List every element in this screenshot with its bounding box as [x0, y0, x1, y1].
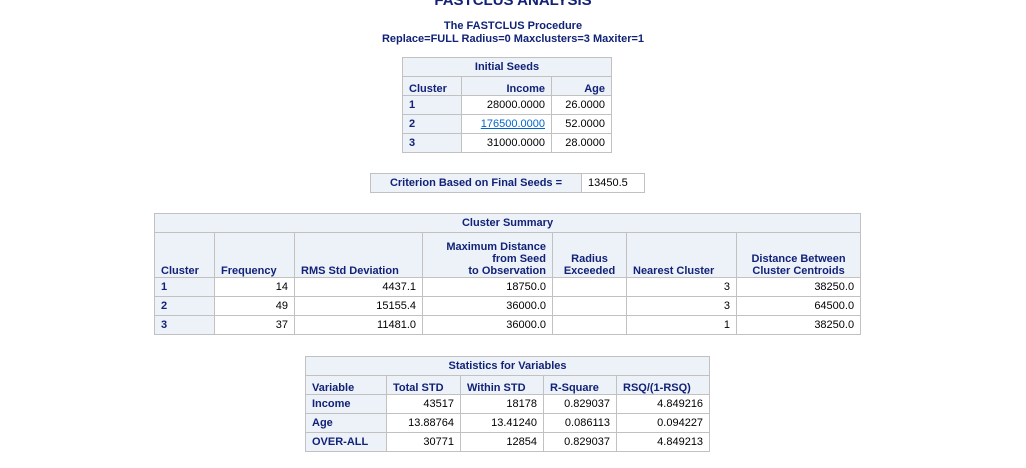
data-row: 3 37 11481.0 36000.0 1 38250.0	[154, 315, 862, 335]
column-header: Cluster	[402, 76, 462, 96]
cell: 0.094227	[615, 413, 711, 433]
cell: 28000.0000	[461, 95, 552, 115]
cluster-summary-table: Cluster Summary Cluster Frequency RMS Std D…	[153, 213, 862, 335]
header-row: Variable Total STD Within STD R-Square RSQ/(…	[305, 375, 711, 395]
row-header: 2	[402, 114, 462, 134]
cell: 12854	[460, 432, 544, 452]
empty-cell	[552, 277, 627, 297]
column-header: Cluster	[154, 232, 215, 278]
column-header: Total STD	[386, 375, 461, 395]
criterion-label: Criterion Based on Final Seeds =	[370, 173, 582, 193]
data-row: OVER-ALL 30771 12854 0.829037 4.849213	[305, 432, 711, 452]
data-row: 2 49 15155.4 36000.0 3 64500.0	[154, 296, 862, 316]
table-caption: Initial Seeds	[402, 57, 612, 77]
criterion-table: Criterion Based on Final Seeds = 13450.5	[370, 173, 645, 193]
row-header: Age	[305, 413, 387, 433]
cell: 26.0000	[551, 95, 612, 115]
cell: 49	[214, 296, 295, 316]
cell: 13.41240	[460, 413, 544, 433]
data-row: 1 28000.0000 26.0000	[402, 95, 612, 115]
cell: 15155.4	[294, 296, 423, 316]
cell: 36000.0	[422, 315, 553, 335]
cell: 13.88764	[386, 413, 461, 433]
cell: 37	[214, 315, 295, 335]
cell: 0.829037	[543, 394, 617, 414]
cell: 38250.0	[735, 277, 862, 297]
cell: 4.849216	[615, 394, 711, 414]
row-header: 1	[402, 95, 462, 115]
cell: 43517	[386, 394, 461, 414]
column-header: Maximum Distance from Seed to Observatio…	[422, 232, 553, 278]
cell: 3	[626, 277, 737, 297]
cell: 36000.0	[422, 296, 553, 316]
title: FASTCLUS ANALYSIS	[434, 0, 592, 9]
column-header: RSQ/(1-RSQ)	[615, 375, 711, 395]
data-row: 2 176500.0000 52.0000	[402, 114, 612, 134]
cell: 3	[626, 296, 737, 316]
caption-row: Cluster Summary	[153, 213, 862, 233]
cell: 30771	[386, 432, 461, 452]
cell: 0.086113	[543, 413, 617, 433]
cell: 18750.0	[422, 277, 553, 297]
column-header: RMS Std Deviation	[294, 232, 423, 278]
subtitle: The FASTCLUS Procedure	[443, 20, 583, 32]
row-header: Income	[305, 394, 387, 414]
options: Replace=FULL Radius=0 Maxclusters=3 Maxi…	[381, 33, 645, 45]
cell: 31000.0000	[461, 133, 552, 153]
cell: 4437.1	[294, 277, 423, 297]
data-row: 3 31000.0000 28.0000	[402, 133, 612, 153]
cell: 11481.0	[294, 315, 423, 335]
table-caption: Cluster Summary	[153, 213, 862, 233]
data-row: Income 43517 18178 0.829037 4.849216	[305, 394, 711, 414]
column-header: Nearest Cluster	[626, 232, 737, 278]
cell: 18178	[460, 394, 544, 414]
row-header: 3	[402, 133, 462, 153]
seed-link[interactable]: 176500.0000	[480, 118, 545, 130]
column-header: Income	[461, 76, 552, 96]
column-header: Frequency	[214, 232, 295, 278]
column-header: Variable	[305, 375, 387, 395]
caption-row: Statistics for Variables	[304, 356, 711, 376]
cell: 64500.0	[735, 296, 862, 316]
cell: 14	[214, 277, 295, 297]
column-header: R-Square	[543, 375, 617, 395]
cell: 176500.0000	[461, 114, 552, 134]
row-header: 3	[154, 315, 215, 335]
empty-cell	[552, 296, 627, 316]
cell: 38250.0	[735, 315, 862, 335]
statistics-table: Statistics for Variables Variable Total ST…	[304, 356, 711, 452]
cell: 28.0000	[551, 133, 612, 153]
column-header: Distance Between Cluster Centroids	[735, 232, 862, 278]
header-row: Cluster Income Age	[402, 76, 612, 96]
initial-seeds-table: Initial Seeds Cluster Income Age 1 28000.0000…	[402, 57, 612, 153]
column-header: Radius Exceeded	[552, 232, 627, 278]
cell: 0.829037	[543, 432, 617, 452]
header-row: Cluster Frequency RMS Std Deviation Maximum…	[154, 232, 862, 278]
criterion-value: 13450.5	[581, 173, 645, 193]
data-row: Age 13.88764 13.41240 0.086113 0.094227	[305, 413, 711, 433]
row-header: 2	[154, 296, 215, 316]
data-row: 1 14 4437.1 18750.0 3 38250.0	[154, 277, 862, 297]
row-header: 1	[154, 277, 215, 297]
caption-row: Initial Seeds	[402, 57, 612, 77]
column-header: Age	[551, 76, 612, 96]
cell: 4.849213	[615, 432, 711, 452]
column-header: Within STD	[460, 375, 544, 395]
empty-cell	[552, 315, 627, 335]
row-header: OVER-ALL	[305, 432, 387, 452]
table-caption: Statistics for Variables	[304, 356, 711, 376]
cell: 52.0000	[551, 114, 612, 134]
cell: 1	[626, 315, 737, 335]
